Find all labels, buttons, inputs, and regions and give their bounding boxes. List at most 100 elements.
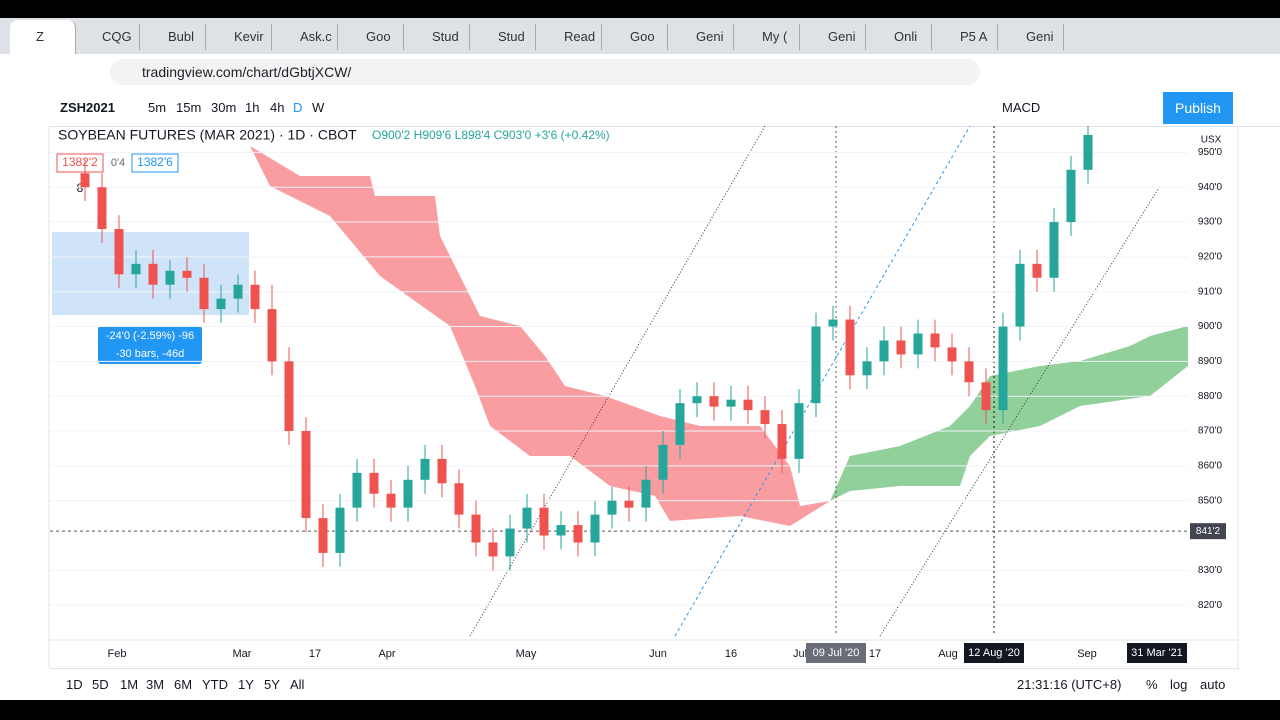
x-tick-label: Jul <box>793 648 807 660</box>
candle-body <box>1015 263 1025 327</box>
browser-tab[interactable]: P5 A <box>934 24 998 50</box>
interval[interactable]: D <box>293 100 303 115</box>
y-tick-label: 940'0 <box>1198 182 1223 193</box>
candle-body <box>539 507 549 536</box>
ask-box[interactable] <box>131 153 179 173</box>
ichimoku-cloud-bearish <box>250 146 830 526</box>
browser-tab[interactable]: Geni <box>802 24 866 50</box>
y-tick-label: 900'0 <box>1198 321 1223 332</box>
browser-tab[interactable]: Geni <box>1000 24 1064 50</box>
y-tick-label: 930'0 <box>1198 217 1223 228</box>
candle-body <box>607 500 617 515</box>
browser-tab[interactable]: Kevir <box>208 24 272 50</box>
clock: 21:31:16 (UTC+8) <box>1017 677 1122 692</box>
candle-body <box>998 326 1008 411</box>
browser-tab[interactable]: Goo <box>340 24 404 50</box>
browser-tab[interactable]: Geni <box>670 24 734 50</box>
bottom-toolbar: 21:31:16 (UTC+8) % log auto 1D 5D 1M 3M 6M YT… <box>50 668 1240 699</box>
range-button[interactable]: 5Y <box>264 677 280 692</box>
browser-tab[interactable]: Stud <box>406 24 470 50</box>
y-tick-label: 870'0 <box>1198 426 1223 437</box>
candle-body <box>862 361 872 376</box>
date-badge <box>1127 643 1187 663</box>
candle-body <box>301 431 311 519</box>
interval[interactable]: 5m <box>148 100 167 115</box>
interval[interactable]: 15m <box>176 100 202 115</box>
indicator-count[interactable]: 8 <box>77 181 84 195</box>
browser-tab[interactable]: Read <box>538 24 602 50</box>
browser-tab[interactable]: Goo <box>604 24 668 50</box>
candle-body <box>233 284 243 299</box>
indicator[interactable]: MACD <box>1002 100 1041 115</box>
bid: 1382'2 <box>62 155 98 169</box>
range-button[interactable]: YTD <box>202 677 228 692</box>
browser-tab[interactable]: Z <box>10 20 76 54</box>
candle-body <box>845 319 855 376</box>
candle-body <box>369 472 379 494</box>
date-badge-label: 09 Jul '20 <box>813 647 860 659</box>
candle-body <box>488 542 498 557</box>
x-tick-label: Feb <box>108 648 127 660</box>
range-button[interactable]: 1M <box>120 677 139 692</box>
trend-line <box>879 185 1161 637</box>
candle-body <box>709 396 719 407</box>
x-tick-label: Jun <box>649 648 667 660</box>
x-tick-label: 16 <box>725 648 737 660</box>
candle-body <box>964 361 974 383</box>
interval[interactable]: 30m <box>211 100 237 115</box>
date-badge-label: 31 Mar '21 <box>1131 647 1183 659</box>
range-button[interactable]: 6M <box>174 677 193 692</box>
trend-line <box>469 126 766 637</box>
browser-tab[interactable]: Stud <box>472 24 536 50</box>
range-button[interactable]: 1Y <box>238 677 254 692</box>
ask: 1382'6 <box>137 155 173 169</box>
candle-body <box>250 284 260 310</box>
candle-body <box>216 298 226 310</box>
top-toolbar: ZSH2021 MACD Publish 5m 15m 30m 1h 4h D W <box>0 90 1280 127</box>
candle-body <box>1066 169 1076 223</box>
candle-body <box>879 340 889 362</box>
interval[interactable]: 4h <box>270 100 285 115</box>
x-tick-label: 17 <box>309 648 321 660</box>
browser-tab[interactable]: Bubl <box>142 24 206 50</box>
interval[interactable]: 1h <box>245 100 260 115</box>
auto-toggle[interactable]: auto <box>1200 677 1226 692</box>
publish-button[interactable]: Publish <box>1163 92 1233 124</box>
ichimoku-cloud-bullish <box>830 326 1188 501</box>
browser-tab[interactable]: CQG <box>76 24 140 50</box>
candle-body <box>267 309 277 362</box>
browser-tab[interactable]: Onli <box>868 24 932 50</box>
range-button[interactable]: 1D <box>66 677 83 692</box>
percent-toggle[interactable]: % <box>1146 677 1158 692</box>
interval[interactable]: W <box>312 100 325 115</box>
range-button[interactable]: All <box>290 677 305 692</box>
browser-tab[interactable]: Ask.c <box>274 24 338 50</box>
candle-body <box>828 319 838 327</box>
y-tick-label: 850'0 <box>1198 495 1223 506</box>
currency: USX <box>1201 135 1222 146</box>
spread: 0'4 <box>111 157 125 169</box>
candle-body <box>403 479 413 508</box>
candle-body <box>420 458 430 480</box>
trend-line <box>674 126 971 637</box>
range-button[interactable]: 3M <box>146 677 165 692</box>
x-tick-label: 17 <box>869 648 881 660</box>
left-toolbar <box>0 126 48 668</box>
tradingview: ZSH2021 MACD Publish 5m 15m 30m 1h 4h D W SOYB… <box>0 90 1280 700</box>
browser-tab[interactable]: My ( <box>736 24 800 50</box>
x-tick-label: Mar <box>233 648 252 660</box>
range-button[interactable]: 5D <box>92 677 109 692</box>
candle-body <box>930 333 940 348</box>
url[interactable]: tradingview.com/chart/dGbtjXCW/ <box>110 59 980 85</box>
candle-body <box>624 500 634 508</box>
symbol[interactable]: ZSH2021 <box>60 100 115 115</box>
candle-body <box>794 403 804 459</box>
candle-body <box>675 403 685 445</box>
log-toggle[interactable]: log <box>1170 677 1188 692</box>
candle-body <box>471 514 481 543</box>
measure-text: -24'0 (-2.59%) -96 <box>106 330 194 342</box>
candle-body <box>573 525 583 543</box>
y-tick-label: 890'0 <box>1198 356 1223 367</box>
bid-box[interactable] <box>56 153 104 173</box>
